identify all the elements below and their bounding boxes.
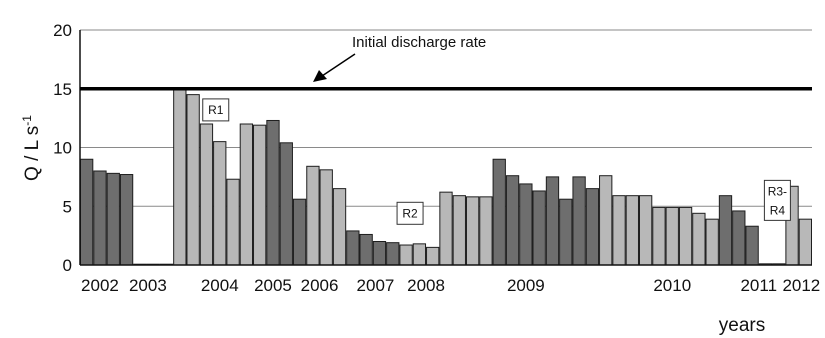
x-axis-label: years [719, 315, 765, 336]
bar [319, 169, 333, 266]
bar [279, 142, 293, 266]
x-tick-label: 2005 [254, 276, 292, 295]
bar [625, 195, 639, 266]
annotation-box [763, 179, 791, 221]
bar [452, 195, 466, 266]
y-tick-label: 0 [63, 256, 72, 275]
bar [399, 244, 413, 266]
bar [292, 198, 307, 266]
bar [519, 183, 533, 266]
bar [705, 218, 719, 266]
y-axis-label-text: Q / L s [22, 126, 43, 181]
bar [492, 158, 506, 266]
bar [718, 195, 733, 266]
x-tick-label: 2012 [782, 276, 820, 295]
bar [585, 188, 600, 266]
bar [678, 206, 693, 266]
x-tick-labels: 2002 2003 2004 2005 2006 2007 2008 2009 2010 2011… [81, 276, 820, 295]
annotation-label: R4 [770, 203, 786, 217]
y-axis-label: Q / L s-1 [20, 115, 43, 181]
y-axis-label-superscript: -1 [20, 115, 34, 126]
bar [332, 188, 347, 266]
bar [652, 206, 666, 266]
bar [599, 175, 613, 266]
annotation-box [396, 201, 424, 225]
y-tick-label: 5 [63, 197, 72, 216]
annotation-label: R2 [402, 206, 418, 220]
x-tick-label: 2004 [201, 276, 239, 295]
y-tick-label: 20 [53, 21, 72, 40]
reference-line-label: Initial discharge rate [352, 34, 486, 51]
bar [359, 233, 373, 266]
reference-line-group: Initial discharge rate [80, 34, 812, 91]
bar [505, 175, 520, 266]
bar [80, 158, 94, 266]
x-tick-label: 2006 [301, 276, 339, 295]
bar [93, 170, 107, 266]
x-tick-label: 2008 [407, 276, 445, 295]
x-tick-label: 2010 [653, 276, 691, 295]
reference-arrow [321, 53, 356, 77]
reference-arrowhead [313, 70, 327, 82]
bar [119, 174, 134, 266]
bar [465, 196, 480, 266]
bar [559, 198, 573, 266]
y-tick-labels: 0 5 10 15 20 [53, 21, 72, 275]
bar [665, 206, 679, 266]
bar [306, 165, 320, 266]
bar [266, 119, 280, 266]
bar [692, 212, 706, 266]
y-tick-label: 15 [53, 80, 72, 99]
bar [386, 242, 400, 266]
x-tick-label: 2009 [507, 276, 545, 295]
bar [239, 123, 254, 266]
annotation-box [202, 98, 230, 122]
bar [545, 176, 560, 266]
bar [479, 196, 493, 266]
bar [439, 191, 453, 266]
bar [226, 178, 240, 266]
axes [79, 30, 812, 266]
bar [346, 230, 360, 266]
bar [426, 246, 440, 266]
bar-series [80, 87, 813, 266]
bar [372, 241, 387, 266]
bar [412, 243, 427, 266]
x-tick-label: 2002 [81, 276, 119, 295]
annotation-label: R3- [768, 184, 787, 198]
bar [253, 124, 267, 266]
annotation-boxes: R1 R2 R3- R4 [202, 98, 791, 225]
bar [106, 172, 120, 266]
bar [199, 123, 214, 266]
x-tick-label: 2003 [129, 276, 167, 295]
bar [213, 141, 227, 266]
bar [532, 190, 546, 266]
y-tick-label: 10 [53, 139, 72, 158]
bar [732, 210, 746, 266]
bar [745, 225, 759, 266]
x-tick-label: 2007 [357, 276, 395, 295]
bar [572, 176, 586, 266]
bar [638, 195, 653, 266]
bar [612, 195, 626, 266]
annotation-label: R1 [208, 103, 224, 117]
x-tick-label: 2011 [740, 276, 777, 295]
bar [798, 218, 813, 266]
bar [173, 87, 187, 266]
bar [186, 94, 200, 266]
